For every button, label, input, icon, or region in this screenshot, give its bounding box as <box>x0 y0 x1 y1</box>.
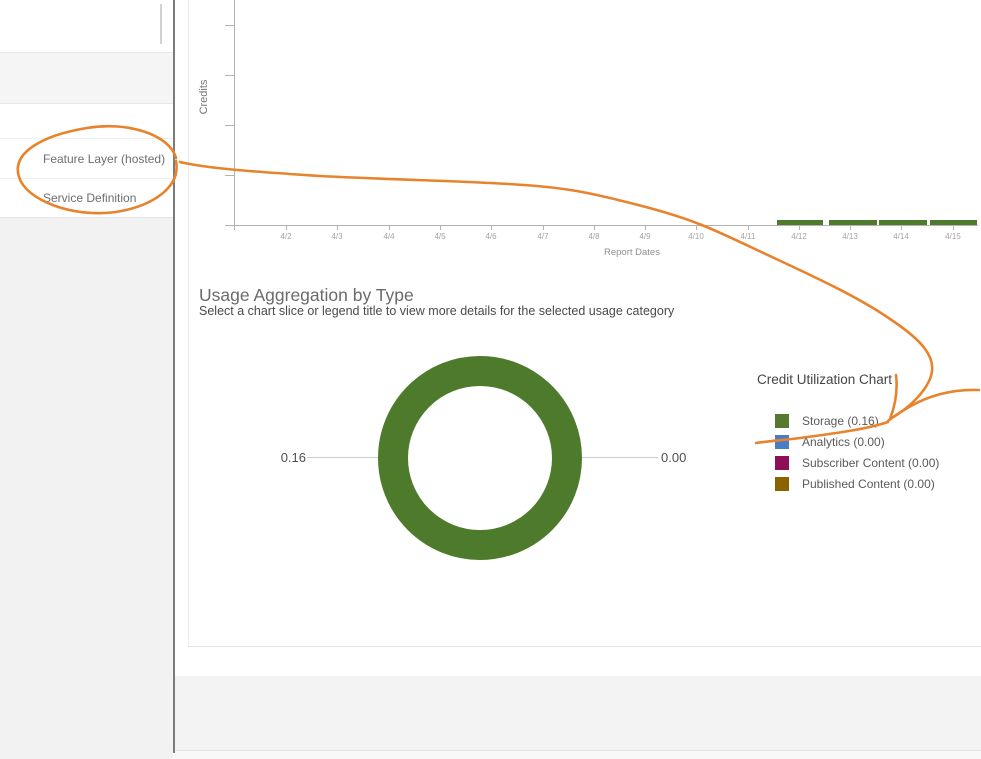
legend-swatch <box>775 476 789 491</box>
sidebar-item-service-definition[interactable]: Service Definition <box>0 179 173 218</box>
x-tick-label: 4/5 <box>434 232 446 241</box>
x-axis-tick <box>953 226 954 230</box>
x-tick-label: 4/6 <box>485 232 497 241</box>
x-tick-label: 4/2 <box>280 232 292 241</box>
y-axis-line <box>234 0 235 226</box>
x-tick-label: 4/11 <box>740 232 756 241</box>
callout-leader-right <box>582 457 658 458</box>
x-axis-tick <box>645 226 646 230</box>
legend-item-storage[interactable]: Storage (0.16) <box>775 413 879 428</box>
bar-4-13[interactable] <box>829 220 877 225</box>
bar-4-12[interactable] <box>777 220 823 225</box>
panel-divider[interactable] <box>173 0 175 753</box>
x-tick-label: 4/7 <box>537 232 549 241</box>
x-tick-label: 4/8 <box>588 232 600 241</box>
x-axis-tick <box>440 226 441 230</box>
y-axis-tick <box>225 225 234 226</box>
y-axis-title: Credits <box>198 79 210 115</box>
x-axis-tick <box>286 226 287 230</box>
donut-slice-storage[interactable] <box>378 356 582 560</box>
sidebar-background <box>0 218 173 759</box>
legend-label: Subscriber Content (0.00) <box>802 455 940 470</box>
bar-4-14[interactable] <box>879 220 927 225</box>
x-axis-tick <box>491 226 492 230</box>
legend-item-published-content[interactable]: Published Content (0.00) <box>775 476 935 491</box>
x-axis-tick <box>234 226 235 230</box>
donut-callout-left: 0.16 <box>280 450 306 465</box>
sidebar-item-label: Feature Layer (hosted) <box>43 151 166 166</box>
horizontal-scrollbar-track[interactable] <box>175 750 981 759</box>
x-tick-label: 4/3 <box>331 232 343 241</box>
x-axis-tick <box>799 226 800 230</box>
x-axis-tick <box>696 226 697 230</box>
page-background-band <box>175 676 981 750</box>
legend-swatch <box>775 455 789 470</box>
legend-item-analytics[interactable]: Analytics (0.00) <box>775 434 885 449</box>
x-tick-label: 4/14 <box>893 232 909 241</box>
y-axis-tick <box>225 25 234 26</box>
callout-leader-left <box>307 457 378 458</box>
x-tick-label: 4/15 <box>945 232 961 241</box>
section-subtitle: Select a chart slice or legend title to … <box>199 304 675 318</box>
x-axis-tick <box>748 226 749 230</box>
sidebar-header-band <box>0 52 173 104</box>
section-title: Usage Aggregation by Type <box>199 285 414 305</box>
x-axis-tick <box>337 226 338 230</box>
donut-chart[interactable] <box>360 338 600 578</box>
y-axis-tick <box>225 125 234 126</box>
sidebar-scrollbar-thumb[interactable] <box>160 4 162 44</box>
x-axis-tick <box>543 226 544 230</box>
bar-4-15[interactable] <box>930 220 977 225</box>
x-axis-tick <box>850 226 851 230</box>
x-axis-line <box>234 225 978 226</box>
sidebar-item-feature-layer-hosted[interactable]: Feature Layer (hosted) <box>0 139 173 179</box>
sidebar-row-empty[interactable] <box>0 104 173 139</box>
sidebar-item-label: Service Definition <box>43 191 137 205</box>
legend-item-subscriber-content[interactable]: Subscriber Content (0.00) <box>775 455 939 470</box>
x-axis-title: Report Dates <box>604 247 660 258</box>
x-tick-label: 4/9 <box>639 232 651 241</box>
x-tick-label: 4/10 <box>688 232 704 241</box>
x-axis-tick <box>901 226 902 230</box>
x-tick-label: 4/13 <box>842 232 858 241</box>
x-tick-label: 4/4 <box>383 232 395 241</box>
donut-callout-right: 0.00 <box>661 450 687 465</box>
legend-label: Analytics (0.00) <box>802 434 885 449</box>
legend-swatch <box>775 434 789 449</box>
y-axis-tick <box>225 175 234 176</box>
legend-label: Storage (0.16) <box>802 413 879 428</box>
x-tick-label: 4/12 <box>791 232 807 241</box>
legend-swatch <box>775 413 789 428</box>
x-axis-tick <box>594 226 595 230</box>
x-axis-tick <box>389 226 390 230</box>
legend-label: Published Content (0.00) <box>802 476 935 491</box>
sidebar-top-panel <box>0 0 173 52</box>
y-axis-tick <box>225 75 234 76</box>
legend-title[interactable]: Credit Utilization Chart <box>757 372 893 387</box>
